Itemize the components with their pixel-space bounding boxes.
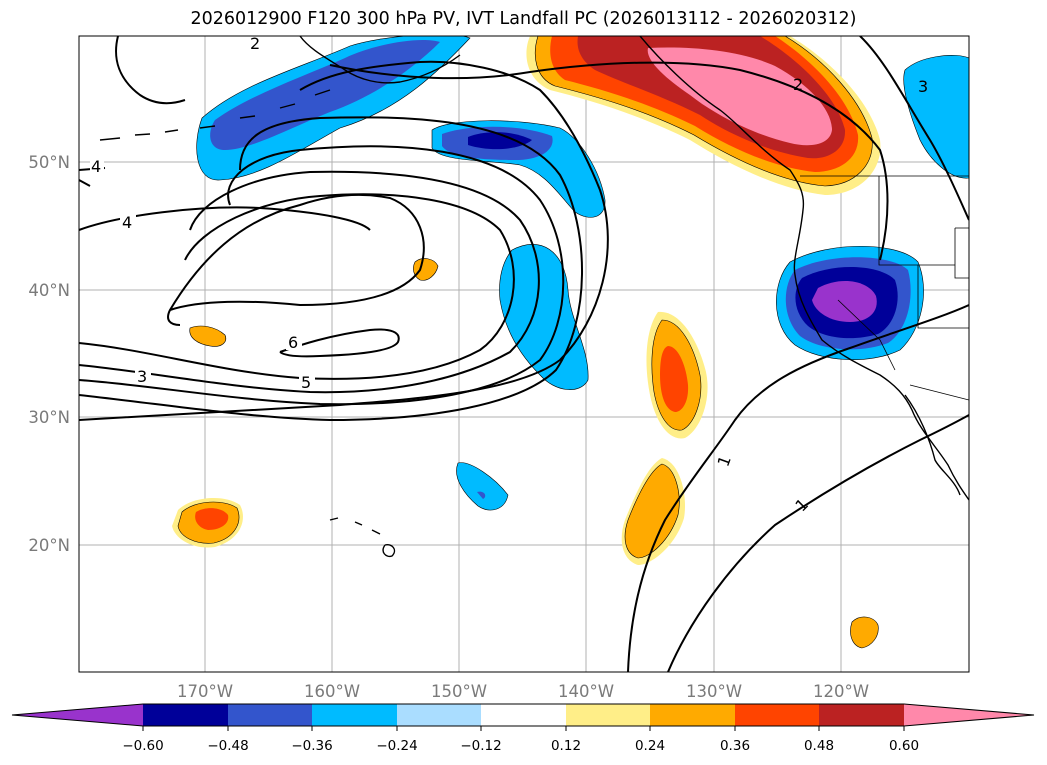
negative-anomaly-regions	[196, 36, 969, 511]
region-subtropical-east-red	[660, 346, 689, 412]
contour-jet-upper	[79, 60, 609, 421]
colorbar-segment	[312, 704, 397, 726]
region-hawaii-east-blue	[456, 462, 509, 511]
contour-ridge-2	[79, 170, 540, 394]
region-california-low-core	[812, 281, 877, 322]
positive-anomaly-regions	[172, 36, 881, 649]
lat-label: 50°N	[28, 153, 70, 172]
region-small-orange-1	[189, 325, 227, 347]
region-central-pacific-core	[468, 132, 532, 150]
contour-1-east	[627, 304, 969, 672]
contour-label: 4	[91, 157, 101, 176]
contour-label: 4	[122, 213, 132, 232]
coastline-baja	[904, 394, 961, 496]
colorbar-segment	[819, 704, 904, 726]
lon-label: 150°W	[431, 682, 487, 701]
contour-2-northwest	[115, 36, 186, 105]
colorbar-tick-label: −0.36	[291, 738, 332, 754]
colorbar-tick-label: −0.24	[376, 738, 417, 754]
colorbar-tick-label: −0.60	[122, 738, 163, 754]
colorbar-segment	[143, 704, 228, 726]
colorbar-segment	[650, 704, 735, 726]
region-pacific-nw-pink	[647, 47, 832, 146]
contour-3-northeast	[859, 36, 969, 221]
contour-3-loop	[79, 145, 565, 406]
lon-label: 130°W	[686, 682, 742, 701]
lat-label: 30°N	[28, 408, 70, 427]
coastline-aleutians	[99, 89, 331, 141]
lon-label: 160°W	[304, 682, 360, 701]
colorbar-tick-label: 0.60	[889, 738, 919, 754]
region-small-orange-3	[850, 616, 879, 649]
contour-outer-loop	[79, 116, 583, 422]
lon-label: 170°W	[177, 682, 233, 701]
colorbar-tick-label: 0.36	[720, 738, 750, 754]
region-northeast-blue	[903, 55, 969, 179]
lon-label: 140°W	[558, 682, 614, 701]
map-frame	[78, 35, 970, 673]
colorbar-segment	[735, 704, 819, 726]
coastline-hawaii	[329, 517, 396, 558]
colorbar-segment	[397, 704, 481, 726]
colorbar-tick-label: 0.48	[804, 738, 834, 754]
chart-title: 2026012900 F120 300 hPa PV, IVT Landfall…	[190, 9, 857, 29]
contour-2-upper	[329, 61, 889, 261]
colorbar-tick-label: −0.12	[460, 738, 501, 754]
coastline-alaska	[299, 36, 461, 84]
coastline-north-america	[639, 36, 969, 501]
colorbar: −0.60 −0.48 −0.36 −0.24 −0.12 0.12 0.24 …	[11, 703, 1035, 754]
region-hawaii-west-red	[195, 508, 229, 530]
state-borders	[800, 175, 969, 401]
colorbar-tick-label: 0.24	[635, 738, 665, 754]
map-area: 2 4 4 6 5 3 3 2 1 1	[79, 34, 969, 672]
colorbar-segment	[904, 704, 1034, 726]
pv-contours	[79, 36, 969, 672]
lat-label: 20°N	[28, 536, 70, 555]
colorbar-segment	[481, 704, 566, 726]
contour-label: 3	[137, 367, 147, 386]
contour-label: 1	[713, 453, 734, 469]
coastlines	[99, 36, 969, 558]
lat-label: 40°N	[28, 281, 70, 300]
contour-5-inner	[167, 193, 425, 326]
colorbar-tick-labels: −0.60 −0.48 −0.36 −0.24 −0.12 0.12 0.24 …	[122, 738, 919, 754]
colorbar-segment	[12, 704, 143, 726]
region-gulf-alaska-mid	[210, 39, 440, 150]
contour-ridge-1	[79, 193, 515, 380]
contour-1-southeast	[667, 414, 969, 672]
contour-label: 6	[288, 333, 298, 352]
colorbar-segment	[566, 704, 650, 726]
contour-label: 2	[250, 34, 260, 53]
latitude-labels: 50°N 40°N 30°N 20°N	[28, 153, 70, 555]
contour-label: 2	[793, 75, 803, 94]
colorbar-ticks	[142, 726, 905, 731]
region-hawaii-east-mid	[477, 491, 486, 499]
longitude-labels: 170°W 160°W 150°W 140°W 130°W 120°W	[177, 682, 869, 701]
contour-label: 3	[918, 77, 928, 96]
colorbar-tick-label: 0.12	[551, 738, 581, 754]
contour-6-inner	[279, 328, 400, 358]
region-small-orange-2	[413, 258, 439, 281]
contour-label: 5	[301, 373, 311, 392]
lon-label: 120°W	[813, 682, 869, 701]
colorbar-segment	[228, 704, 312, 726]
colorbar-tick-label: −0.48	[207, 738, 248, 754]
